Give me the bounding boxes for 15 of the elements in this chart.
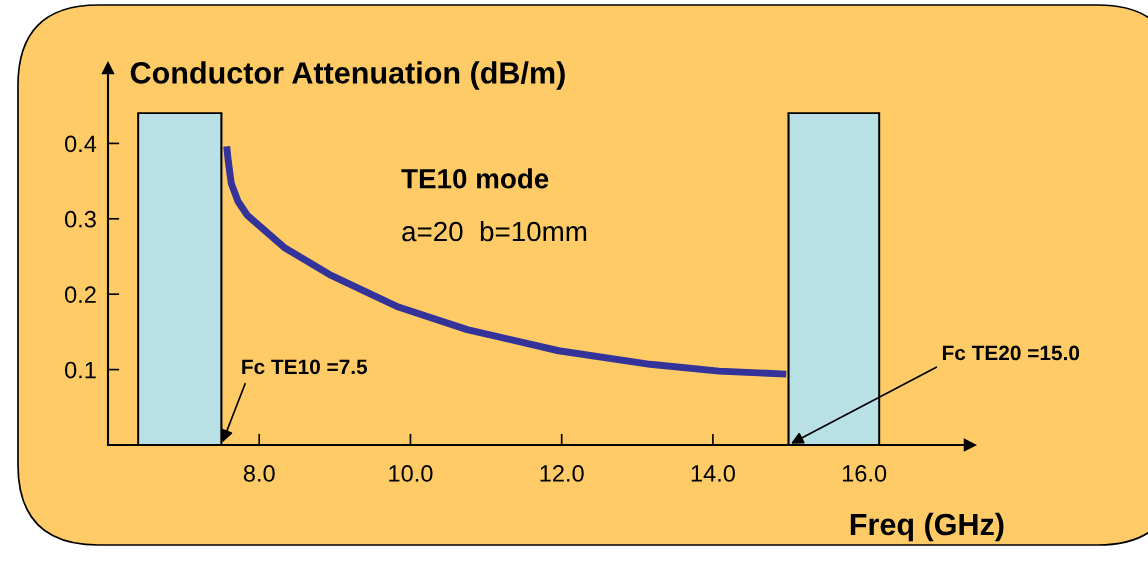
- x-axis-title: Freq (GHz): [850, 512, 1004, 542]
- y-tick-label: 0.4: [64, 135, 97, 153]
- y-tick-label: 0.1: [64, 361, 96, 379]
- annotation: Fc TE10 =7.5: [242, 359, 368, 375]
- x-tick-label: 10.0: [389, 465, 433, 482]
- y-axis-title: Conductor Attenuation (dB/m): [130, 61, 565, 90]
- annotation: a=20 b=10mm: [402, 220, 587, 242]
- x-tick-label: 14.0: [691, 465, 735, 482]
- x-tick-label: 8.0: [243, 465, 275, 482]
- annotation: Fc TE20 =15.0: [942, 345, 1080, 361]
- y-tick-label: 0.2: [64, 286, 96, 303]
- x-tick-label: 16.0: [842, 465, 887, 482]
- annotation: TE10 mode: [401, 168, 549, 189]
- y-tick-label: 0.3: [64, 210, 96, 228]
- x-tick-label: 12.0: [540, 465, 584, 482]
